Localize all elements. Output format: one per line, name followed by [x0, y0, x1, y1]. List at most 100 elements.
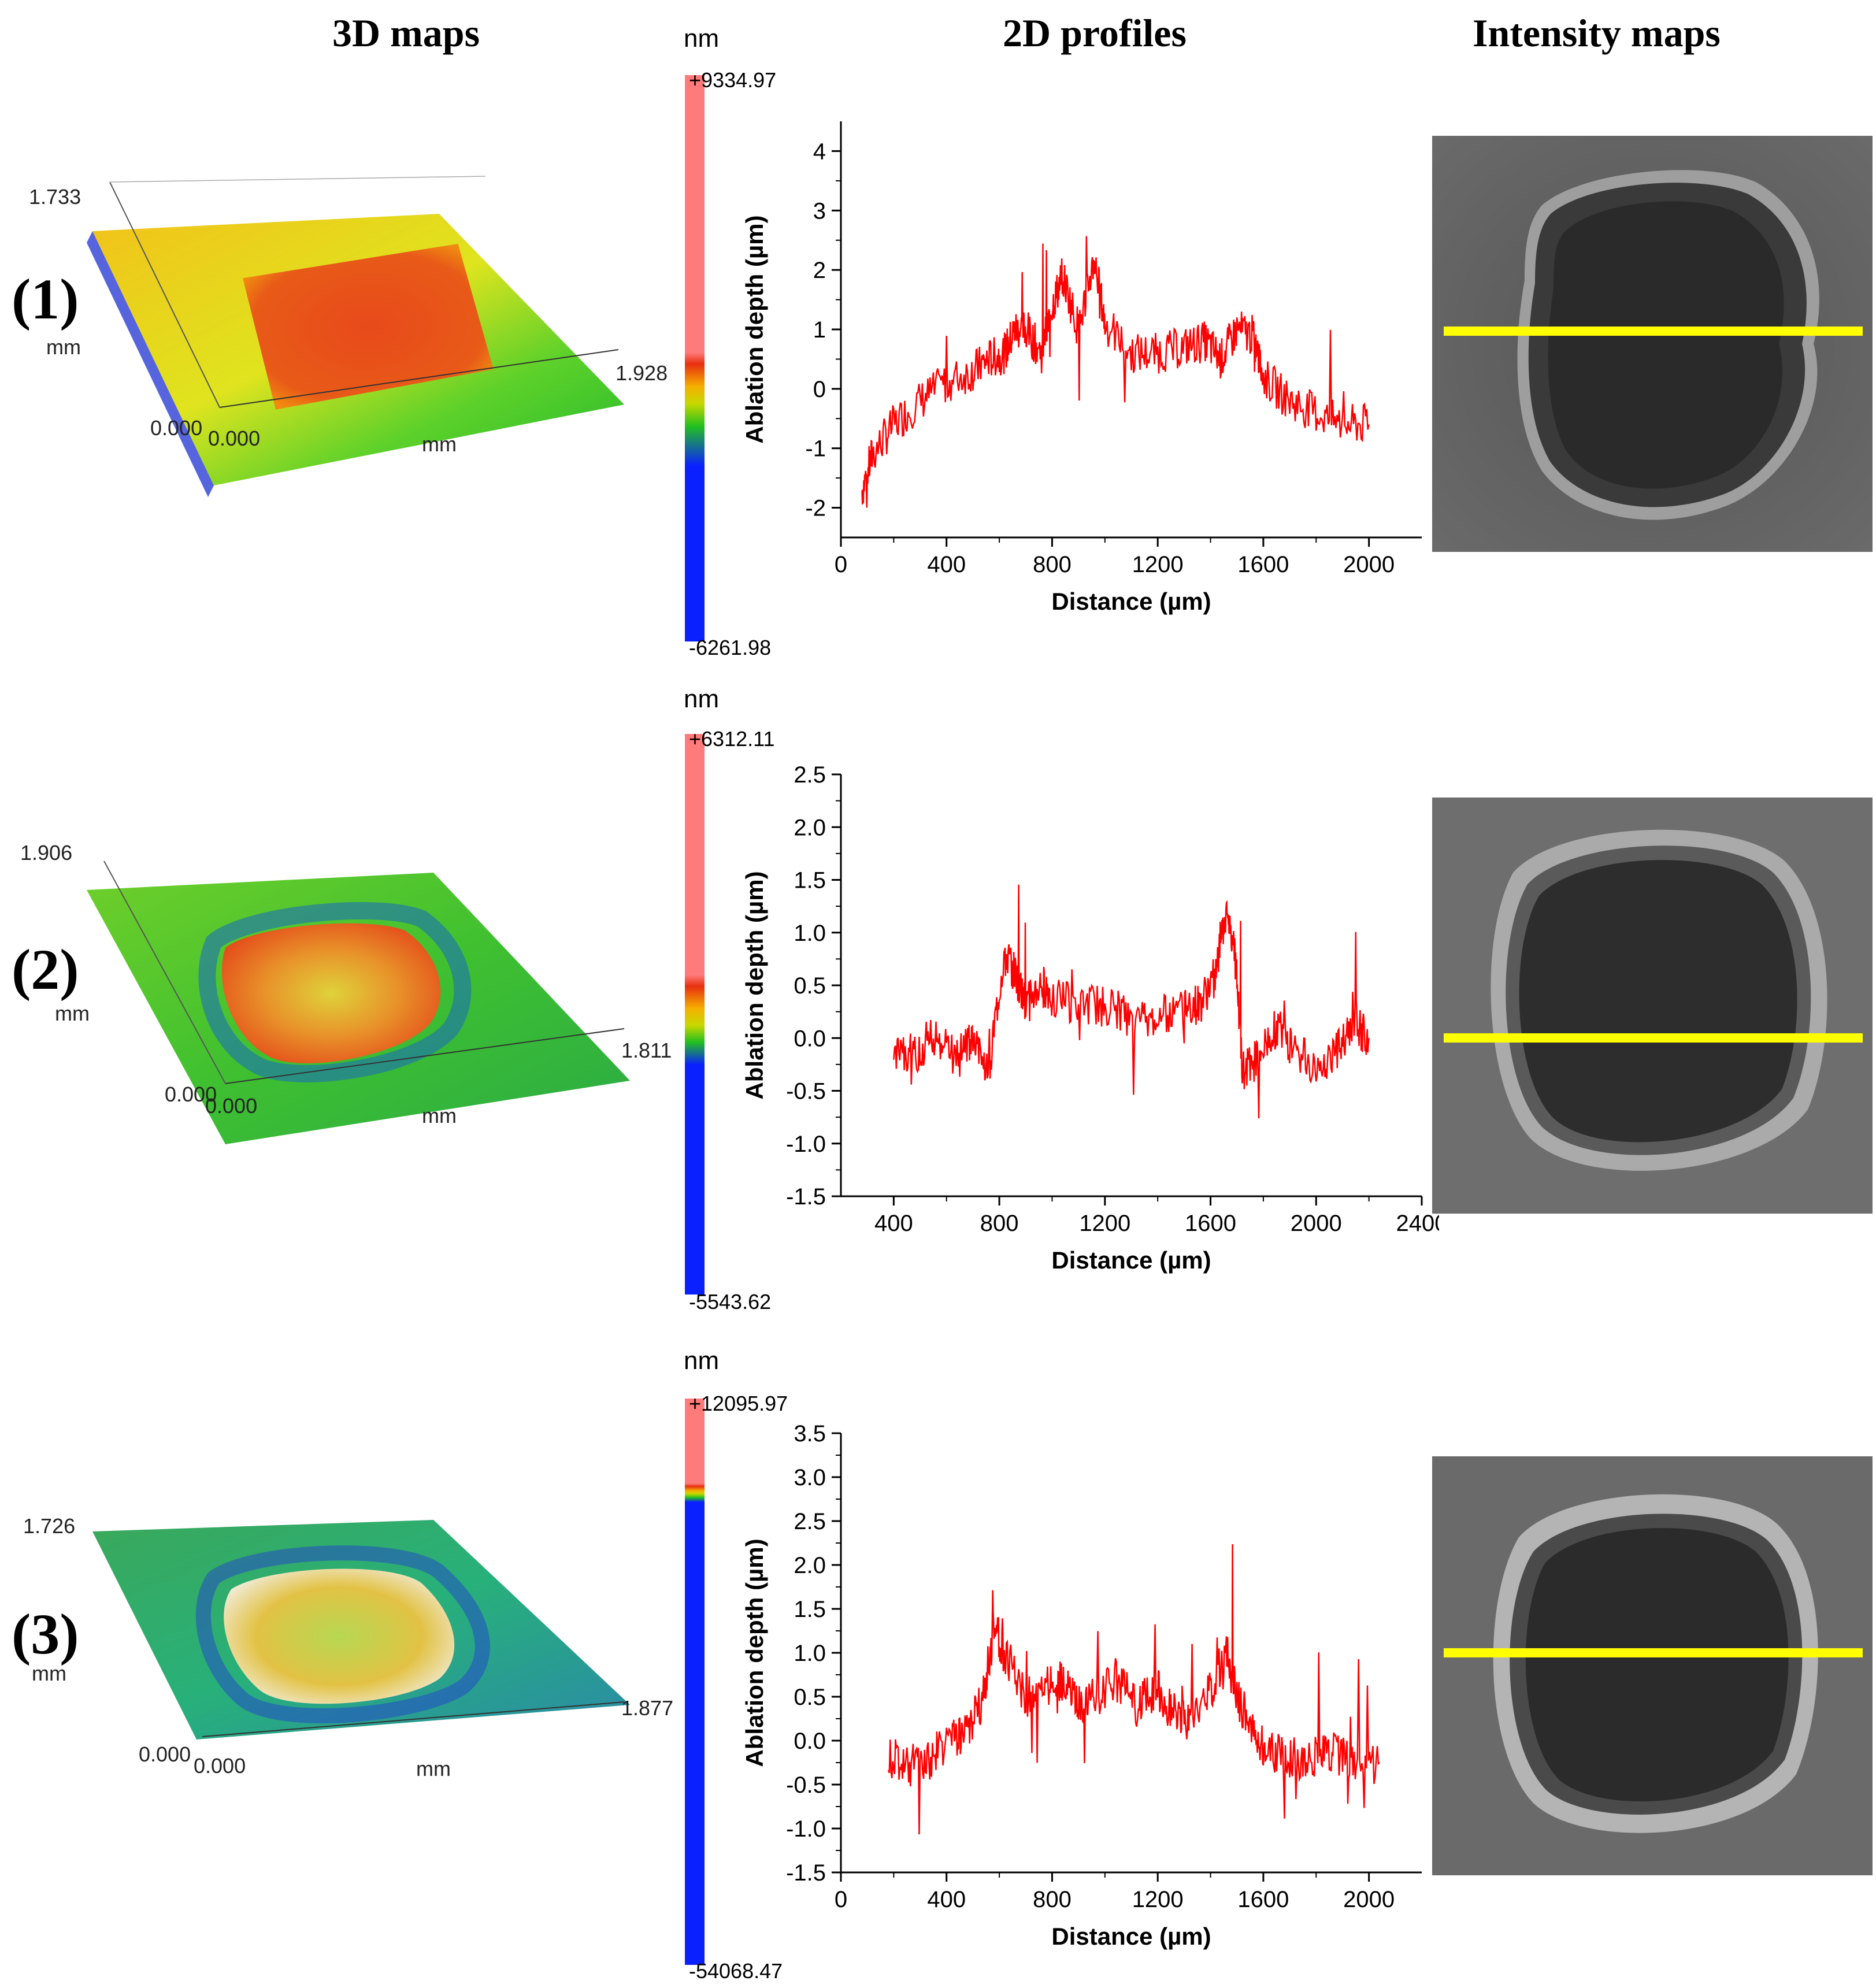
y-tick-label: -1	[805, 436, 826, 462]
y-tick-label: 2.5	[794, 763, 826, 788]
profile-series-line	[888, 1544, 1380, 1835]
profile-chart-2: 400 800 1200 1600 2000 2400 -1.5 -1.0 -0.5 0.0 0.5…	[741, 763, 1439, 1274]
y-tick-label: 0.5	[794, 973, 826, 999]
x-tick-label: 2400	[1396, 1211, 1439, 1236]
ablation-crater	[224, 1568, 455, 1704]
3d3-x-max: 1.877	[621, 1696, 674, 1720]
colorbar-2-min: -5543.62	[689, 1290, 772, 1314]
profile-chart-1: 0 400 800 1200 1600 2000 -2 -1 0 1 2 3 4 Distance (µm…	[741, 121, 1422, 615]
y-tick-label: 4	[813, 139, 826, 164]
y-tick-label: 2	[813, 258, 826, 283]
3d3-unit-x: mm	[416, 1757, 451, 1781]
x-axis-label: Distance (µm)	[1051, 1247, 1211, 1274]
colorbar-1	[685, 75, 705, 641]
colorbar-1-max: +9334.97	[689, 68, 777, 92]
3d1-origin-x: 0.000	[208, 426, 261, 450]
intensity-map-1	[1432, 136, 1873, 552]
y-tick-label: -1.5	[786, 1184, 826, 1210]
x-axis-line	[219, 349, 619, 408]
x-tick-label: 1600	[1237, 552, 1289, 577]
colorbar-3-max: +12095.97	[689, 1392, 788, 1415]
y-tick-label: 1.5	[794, 868, 826, 893]
3d3-y-max: 1.726	[23, 1514, 76, 1538]
3d1-origin-y: 0.000	[150, 416, 203, 440]
y-tick-label: -1.0	[786, 1816, 826, 1842]
3d1-x-max: 1.928	[616, 361, 668, 385]
x-tick-label: 0	[835, 552, 847, 577]
y-tick-label: 3.5	[794, 1422, 826, 1447]
3d2-y-max: 1.906	[20, 841, 73, 865]
y-tick-label: 2.0	[794, 815, 826, 840]
intensity-map-3	[1432, 1456, 1873, 1875]
x-tick-label: 400	[874, 1211, 913, 1236]
colorbar-3-min: -54068.47	[689, 1959, 783, 1983]
header-2d-profiles: 2D profiles	[1003, 11, 1187, 55]
colorbar-2	[685, 734, 705, 1295]
3d3-unit-y: mm	[32, 1661, 66, 1685]
y-tick-label: 0	[813, 377, 826, 402]
x-axis-label: Distance (µm)	[1051, 588, 1211, 615]
y-tick-label: 3.0	[794, 1465, 826, 1490]
y-axis-label: Ablation depth (µm)	[741, 1538, 768, 1767]
x-axis-label: Distance (µm)	[1051, 1923, 1211, 1950]
3d-map-2	[87, 861, 630, 1144]
3d-map-3	[92, 1520, 630, 1739]
colorbar-1-unit: nm	[684, 24, 720, 53]
x-tick-label: 1600	[1237, 1887, 1289, 1912]
colorbar-2-unit: nm	[684, 685, 720, 713]
y-axis-label: Ablation depth (µm)	[741, 871, 768, 1099]
row-label-1: (1)	[12, 267, 79, 331]
3d-map-1	[87, 176, 624, 497]
y-axis-label: Ablation depth (µm)	[741, 215, 768, 443]
3d3-origin-x: 0.000	[194, 1754, 246, 1778]
y-tick-label: 1.0	[794, 921, 826, 946]
y-tick-label: 2.0	[794, 1553, 826, 1578]
y-tick-label: 1	[813, 317, 826, 343]
x-tick-label: 800	[1033, 552, 1072, 577]
header-3d-maps: 3D maps	[332, 11, 480, 55]
profile-chart-3: 0 400 800 1200 1600 2000 -1.5 -1.0 -0.5 0.0 0.5 1.0…	[741, 1422, 1422, 1950]
3d2-origin-y: 0.000	[165, 1082, 217, 1106]
intensity-map-2	[1432, 798, 1873, 1214]
3d2-unit-y: mm	[55, 1002, 90, 1025]
row-label-3: (3)	[12, 1602, 79, 1666]
3d1-y-max: 1.733	[29, 185, 81, 209]
colorbar-3-unit: nm	[684, 1347, 720, 1375]
3d2-unit-x: mm	[422, 1104, 457, 1127]
y-tick-label: 1.5	[794, 1597, 826, 1622]
ablation-crater	[243, 243, 494, 410]
3d2-x-max: 1.811	[621, 1038, 672, 1062]
scan-line-1	[1444, 327, 1863, 336]
3d3-origin-y: 0.000	[139, 1742, 191, 1766]
x-tick-label: 400	[927, 1887, 966, 1912]
scan-line-2	[1444, 1033, 1863, 1043]
x-tick-label: 1200	[1132, 1887, 1184, 1912]
y-tick-label: 0.0	[794, 1026, 826, 1051]
header-intensity-maps: Intensity maps	[1473, 11, 1721, 55]
x-tick-label: 800	[980, 1211, 1019, 1236]
ablation-crater	[221, 923, 441, 1063]
y-tick-label: -1.0	[786, 1132, 826, 1157]
y-tick-label: 2.5	[794, 1509, 826, 1534]
x-tick-label: 1200	[1079, 1211, 1130, 1236]
profile-series-line	[861, 236, 1370, 508]
x-tick-label: 2000	[1343, 552, 1395, 577]
3d1-unit-y: mm	[46, 335, 81, 359]
y-tick-label: -1.5	[786, 1860, 826, 1886]
scan-line-3	[1444, 1648, 1863, 1657]
y-axis-line	[109, 181, 220, 408]
3d2-origin-x: 0.000	[205, 1094, 258, 1118]
x-tick-label: 0	[835, 1887, 847, 1912]
colorbar-3	[685, 1399, 705, 1965]
y-tick-label: -2	[805, 496, 826, 521]
y-tick-label: 3	[813, 198, 826, 224]
x-tick-label: 1600	[1185, 1211, 1236, 1236]
y-tick-label: 0.0	[794, 1729, 826, 1754]
3d1-unit-x: mm	[422, 432, 457, 456]
y-tick-label: 1.0	[794, 1641, 826, 1666]
colorbar-2-max: +6312.11	[689, 727, 775, 751]
row-label-2: (2)	[12, 937, 79, 1002]
y-tick-label: -0.5	[786, 1772, 826, 1798]
x-tick-label: 400	[927, 552, 966, 577]
profile-series-line	[893, 884, 1370, 1119]
